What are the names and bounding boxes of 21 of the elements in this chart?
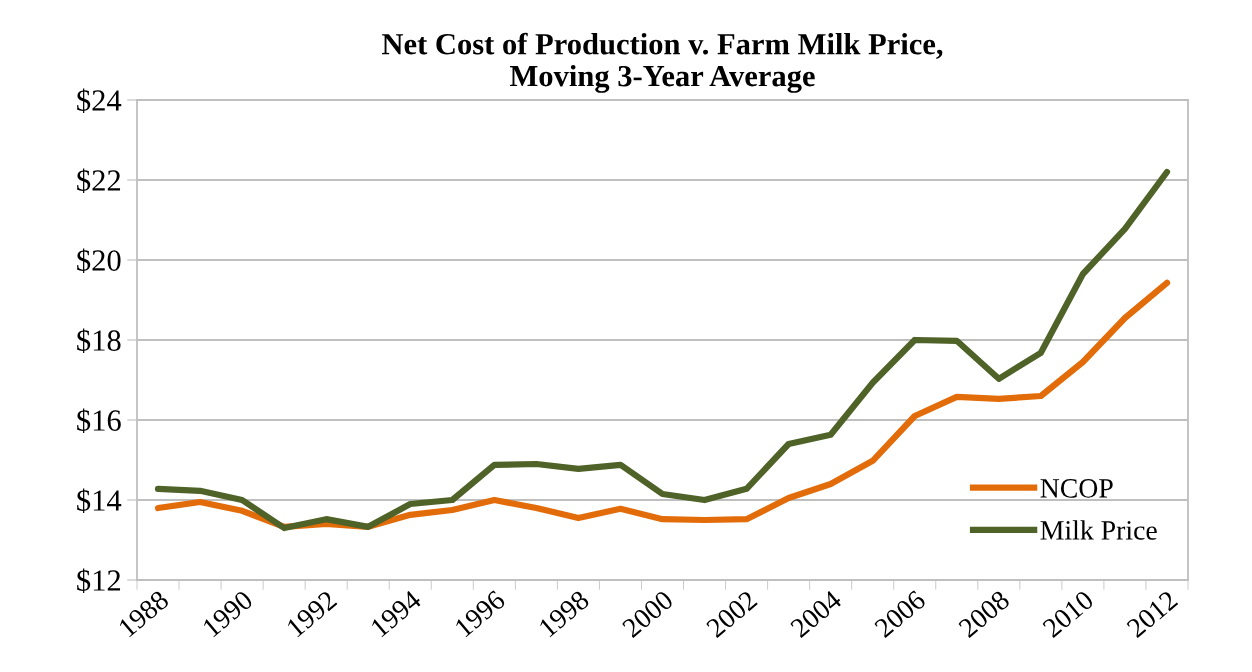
x-tick-label: 2000 bbox=[621, 589, 675, 639]
x-tick-label: 2010 bbox=[1041, 589, 1095, 639]
x-tick-label: 1998 bbox=[538, 589, 591, 638]
y-tick-label: $16 bbox=[77, 408, 121, 433]
y-tick-label: $12 bbox=[77, 568, 121, 593]
x-tick-label: 1994 bbox=[370, 589, 423, 638]
legend-label: NCOP bbox=[1040, 479, 1113, 498]
y-tick-label: $24 bbox=[77, 88, 122, 113]
x-tick-label: 1992 bbox=[286, 589, 338, 638]
x-tick-label: 2002 bbox=[705, 589, 758, 639]
y-tick-label: $22 bbox=[77, 168, 121, 193]
x-tick-label: 1996 bbox=[454, 589, 507, 638]
x-tick-label: 2012 bbox=[1125, 589, 1179, 639]
x-tick-label: 2004 bbox=[789, 589, 843, 639]
y-tick-label: $18 bbox=[77, 328, 121, 353]
x-tick-label: 2008 bbox=[957, 589, 1011, 639]
y-tick-label: $14 bbox=[77, 488, 122, 513]
y-tick-label: $20 bbox=[77, 248, 121, 273]
legend-label: Milk Price bbox=[1040, 520, 1157, 540]
chart-title: Net Cost of Production v. Farm Milk Price, Moving 3-Year Average bbox=[382, 32, 943, 93]
x-tick-label: 1990 bbox=[201, 589, 254, 638]
